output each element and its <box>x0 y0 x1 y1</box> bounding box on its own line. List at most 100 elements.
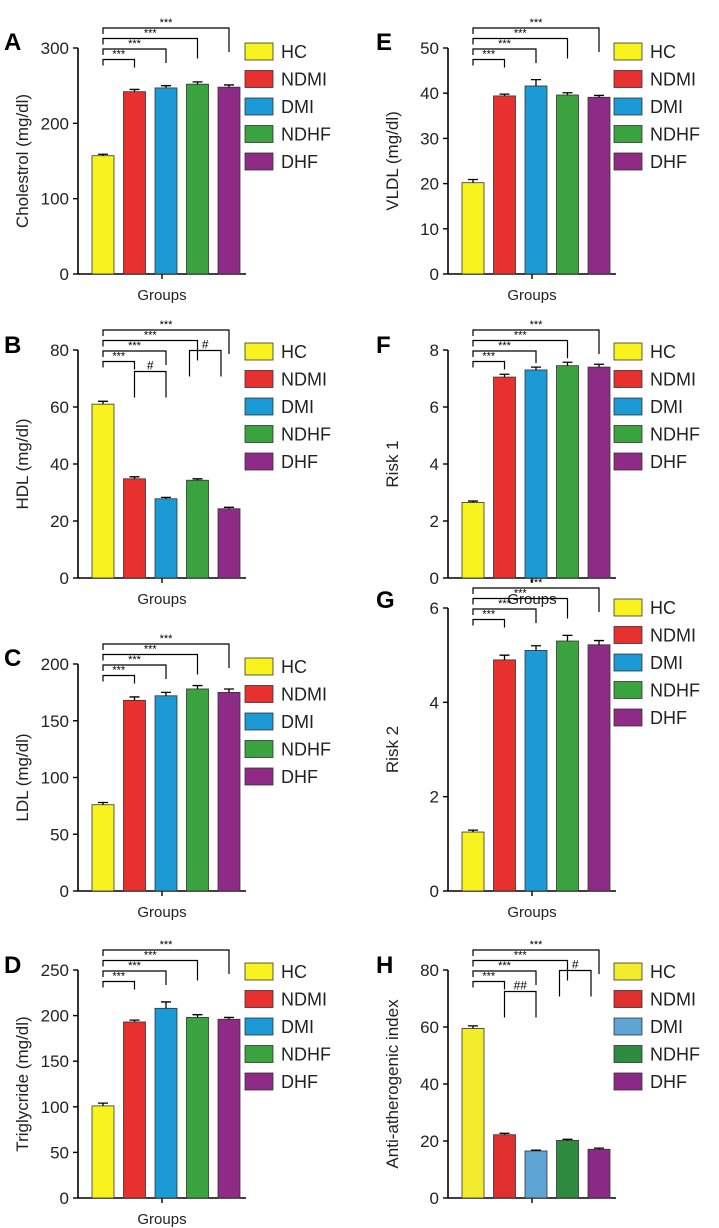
legend-label-dmi: DMI <box>650 397 683 417</box>
legend-label-hc: HC <box>650 342 676 362</box>
significance-bracket <box>102 970 167 985</box>
significance-bracket <box>472 329 600 354</box>
significance-bracket <box>472 360 506 370</box>
y-tick-label: 100 <box>41 1098 69 1117</box>
bar-dmi <box>524 369 548 579</box>
legend-swatch-hc <box>613 598 643 617</box>
legend-label-dhf: DHF <box>650 708 687 728</box>
significance-bracket <box>472 618 506 628</box>
bar-dmi <box>524 650 548 892</box>
legend-label-dhf: DHF <box>650 152 687 172</box>
legend-label-ndhf: NDHF <box>650 681 700 701</box>
legend-label-dhf: DHF <box>281 1072 318 1092</box>
bar-hc <box>91 1105 115 1199</box>
bar-dhf <box>217 691 241 892</box>
legend-label-hc: HC <box>281 657 307 677</box>
x-axis-label: Groups <box>137 1211 186 1228</box>
bar-hc <box>461 831 485 892</box>
significance-bracket <box>472 37 569 59</box>
y-tick-label: 80 <box>50 341 69 360</box>
legend-label-dmi: DMI <box>281 397 314 417</box>
legend-swatch-dhf <box>244 452 274 471</box>
significance-label: *** <box>482 351 496 363</box>
secondary-bracket <box>133 370 167 398</box>
significance-bracket <box>102 949 230 974</box>
legend-swatch-ndmi <box>613 626 643 644</box>
significance-label: *** <box>160 319 174 331</box>
error-bar <box>531 1149 541 1151</box>
error-bar <box>499 654 510 660</box>
legend-swatch-dmi <box>613 653 643 672</box>
panel-letter: G <box>376 587 395 614</box>
legend-label-dmi: DMI <box>650 1017 683 1037</box>
error-bar <box>224 506 234 509</box>
y-tick-label: 8 <box>430 341 439 360</box>
x-axis-label: Groups <box>507 591 556 608</box>
error-bar <box>161 85 171 88</box>
y-tick-label: 150 <box>41 1052 69 1071</box>
bar-dhf <box>587 644 611 892</box>
legend-label-ndmi: NDMI <box>281 685 327 705</box>
legend-label-ndmi: NDMI <box>650 370 696 390</box>
significance-label: *** <box>160 17 174 29</box>
legend-swatch-hc <box>613 42 643 61</box>
legend-swatch-ndhf <box>613 1045 643 1063</box>
error-bar <box>224 84 234 88</box>
legend-label-dhf: DHF <box>650 1072 687 1092</box>
significance-label: *** <box>514 588 528 600</box>
legend-label-dhf: DHF <box>281 452 318 472</box>
y-axis-label: Anti-atherogenic index <box>383 999 402 1169</box>
error-bar <box>98 801 108 805</box>
y-tick-label: 50 <box>420 39 439 58</box>
legend-swatch-ndmi <box>613 70 643 88</box>
significance-label: *** <box>112 49 126 61</box>
error-bar <box>468 829 478 833</box>
error-bar <box>562 92 573 96</box>
significance-label: *** <box>482 609 496 621</box>
significance-label: *** <box>530 577 544 589</box>
significance-label: *** <box>498 38 512 50</box>
y-tick-label: 20 <box>420 1132 439 1151</box>
bar-ndmi <box>123 699 146 892</box>
y-tick-label: 2 <box>430 788 439 807</box>
error-bar <box>562 1138 573 1141</box>
legend-label-hc: HC <box>650 598 676 618</box>
bar-ndmi <box>493 1134 516 1199</box>
legend-swatch-hc <box>244 342 274 361</box>
significance-bracket <box>472 970 537 985</box>
bar-ndhf <box>556 1140 579 1199</box>
legend-swatch-dmi <box>244 1017 274 1036</box>
significance-label: *** <box>112 971 126 983</box>
y-tick-label: 40 <box>420 1075 439 1094</box>
legend-swatch-dmi <box>613 397 643 416</box>
legend-label-dmi: DMI <box>281 97 314 117</box>
bar-dhf <box>587 96 611 275</box>
error-bar <box>499 373 510 378</box>
significance-bracket <box>102 664 167 679</box>
legend-swatch-dmi <box>613 97 643 116</box>
error-bar <box>224 1016 234 1020</box>
legend-label-ndhf: NDHF <box>281 425 331 445</box>
legend-label-ndmi: NDMI <box>281 990 327 1010</box>
bar-dmi <box>154 87 178 275</box>
bar-ndmi <box>493 376 516 579</box>
significance-bracket <box>472 587 600 612</box>
y-tick-label: 20 <box>50 512 69 531</box>
significance-bracket <box>102 980 136 990</box>
bar-dmi <box>154 1007 178 1199</box>
legend-label-dmi: DMI <box>281 1017 314 1037</box>
bar-dmi <box>154 498 178 579</box>
bar-ndhf <box>186 83 209 275</box>
y-tick-label: 0 <box>430 265 439 284</box>
legend-swatch-hc <box>244 42 274 61</box>
legend-swatch-ndmi <box>244 70 274 88</box>
legend-label-ndhf: NDHF <box>650 125 700 145</box>
legend-swatch-ndmi <box>244 685 274 703</box>
significance-label: *** <box>530 319 544 331</box>
y-axis-label: Risk 1 <box>383 440 402 487</box>
significance-label: *** <box>498 960 512 972</box>
error-bar <box>129 476 140 479</box>
